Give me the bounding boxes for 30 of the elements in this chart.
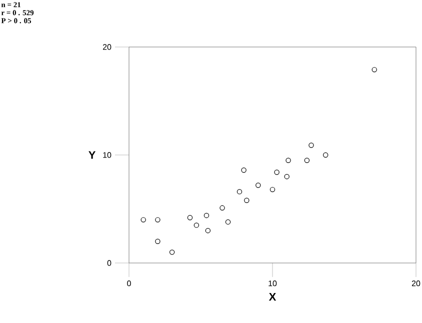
y-axis-title: Y (88, 151, 96, 159)
point (169, 250, 175, 255)
point (155, 238, 160, 244)
point (204, 212, 210, 218)
point (140, 217, 146, 222)
point (220, 205, 225, 211)
point (286, 158, 291, 163)
point (256, 182, 261, 188)
point (270, 186, 276, 192)
point (187, 215, 193, 220)
point (322, 152, 328, 158)
point (244, 198, 250, 203)
point (194, 222, 200, 228)
x-tick-label: 10 (268, 280, 277, 286)
point (304, 158, 310, 163)
y-tick-label: 20 (102, 44, 112, 50)
y-tick-label: 10 (103, 152, 112, 158)
point (308, 142, 314, 148)
point (274, 170, 280, 175)
point (236, 189, 242, 194)
x-tick-label: 0 (127, 280, 131, 286)
point (225, 219, 231, 225)
point (284, 174, 290, 180)
point (241, 168, 246, 173)
x-tick-label: 20 (412, 280, 420, 286)
point (155, 217, 160, 222)
point (372, 67, 377, 72)
x-axis-title: X (268, 293, 276, 301)
y-tick-label: 0 (107, 260, 112, 266)
point (205, 228, 211, 234)
